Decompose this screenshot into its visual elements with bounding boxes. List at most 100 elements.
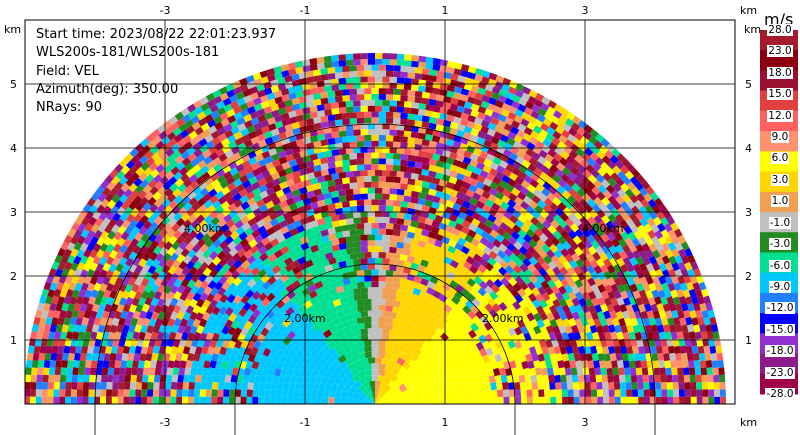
- range-gate: [295, 361, 304, 371]
- range-gate: [400, 136, 408, 143]
- range-gate: [273, 71, 283, 80]
- range-gate: [588, 209, 598, 219]
- range-gate: [264, 174, 274, 184]
- range-gate: [274, 96, 283, 104]
- range-gate: [463, 260, 473, 270]
- range-gate: [582, 367, 590, 376]
- range-gate: [452, 183, 462, 192]
- range-gate: [258, 164, 268, 174]
- range-gate: [506, 313, 516, 323]
- range-gate: [632, 249, 641, 259]
- range-gate: [452, 159, 462, 168]
- range-gate: [371, 222, 379, 229]
- range-gate: [288, 274, 298, 284]
- range-gate: [436, 321, 446, 331]
- range-gate: [428, 206, 437, 215]
- range-gate: [583, 270, 593, 281]
- range-gate: [217, 389, 224, 397]
- range-gate: [610, 207, 620, 218]
- range-gate: [305, 118, 315, 126]
- range-gate: [349, 159, 358, 166]
- range-gate: [681, 302, 689, 312]
- range-gate: [367, 357, 375, 364]
- range-gate: [335, 322, 345, 331]
- range-gate: [134, 264, 144, 274]
- range-gate: [135, 396, 142, 404]
- range-gate: [303, 300, 313, 309]
- range-gate: [76, 338, 84, 347]
- range-gate: [245, 191, 256, 200]
- range-gate: [180, 150, 190, 160]
- range-gate: [172, 338, 181, 348]
- range-gate: [345, 218, 354, 225]
- range-gate: [249, 303, 258, 313]
- range-gate: [497, 139, 507, 148]
- range-gate: [481, 210, 491, 219]
- range-gate: [568, 229, 578, 240]
- range-gate: [142, 367, 150, 376]
- range-gate: [309, 111, 318, 119]
- range-gate: [276, 382, 284, 391]
- range-gate: [167, 360, 175, 369]
- range-gate: [400, 159, 408, 167]
- range-gate: [396, 83, 405, 90]
- range-gate: [237, 142, 247, 152]
- range-gate: [105, 211, 115, 221]
- range-gate: [388, 335, 397, 343]
- range-gate: [568, 127, 578, 137]
- range-gate: [460, 329, 470, 339]
- range-gate: [466, 164, 476, 173]
- range-gate: [192, 142, 202, 152]
- range-gate: [482, 184, 492, 193]
- range-gate: [619, 219, 629, 229]
- range-gate: [123, 389, 130, 397]
- range-gate: [596, 345, 604, 355]
- range-gate: [396, 188, 405, 196]
- range-gate: [100, 374, 108, 383]
- range-gate: [67, 360, 74, 369]
- range-gate: [210, 130, 220, 140]
- range-gate: [596, 381, 603, 390]
- range-gate: [371, 205, 379, 211]
- range-gate: [485, 278, 495, 289]
- range-gate: [570, 122, 581, 132]
- range-gate: [505, 226, 515, 236]
- range-gate: [556, 185, 566, 195]
- range-gate: [420, 259, 429, 268]
- range-gate: [242, 179, 252, 189]
- range-gate: [154, 234, 164, 244]
- range-gate: [213, 263, 223, 273]
- range-gate: [415, 301, 425, 310]
- range-gate: [47, 309, 55, 319]
- range-gate: [385, 305, 394, 312]
- range-gate: [275, 208, 285, 217]
- range-gate: [478, 257, 489, 267]
- range-gate: [349, 88, 357, 95]
- range-gate: [621, 310, 630, 320]
- range-gate: [684, 382, 691, 390]
- range-gate: [254, 234, 264, 244]
- range-gate: [285, 355, 294, 365]
- range-gate: [392, 318, 401, 326]
- range-gate: [530, 332, 539, 342]
- range-gate: [545, 176, 555, 186]
- range-gate: [414, 185, 423, 193]
- range-gate: [268, 166, 278, 176]
- range-gate: [38, 352, 46, 361]
- range-gate: [307, 264, 317, 273]
- range-gate: [106, 296, 115, 306]
- range-gate: [250, 223, 260, 232]
- range-gate: [524, 168, 534, 178]
- range-gate: [382, 240, 390, 247]
- range-gate: [221, 313, 230, 323]
- range-gate: [327, 155, 336, 163]
- range-gate: [515, 155, 525, 165]
- range-gate: [410, 107, 419, 115]
- range-gate: [398, 326, 408, 335]
- range-gate: [516, 306, 526, 317]
- range-gate: [82, 338, 90, 347]
- range-gate: [397, 397, 405, 404]
- range-gate: [334, 184, 343, 192]
- range-gate: [505, 91, 515, 100]
- range-gate: [125, 367, 132, 376]
